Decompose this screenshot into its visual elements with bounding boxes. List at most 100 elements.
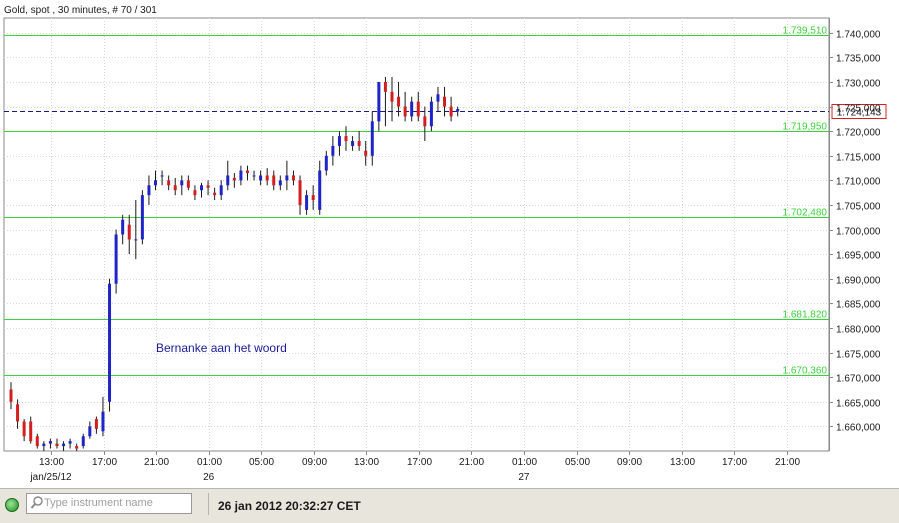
- candle[interactable]: [186, 175, 190, 191]
- candle-body: [252, 175, 256, 177]
- candle[interactable]: [140, 190, 144, 245]
- candle[interactable]: [305, 190, 309, 215]
- candle[interactable]: [219, 180, 223, 201]
- candle[interactable]: [364, 141, 368, 166]
- candle[interactable]: [121, 214, 125, 245]
- candle-body: [449, 106, 453, 117]
- candle[interactable]: [278, 175, 282, 191]
- candle[interactable]: [239, 165, 243, 186]
- candle[interactable]: [344, 126, 348, 151]
- connection-status-icon[interactable]: [5, 498, 19, 512]
- candle-body: [397, 96, 401, 107]
- candle[interactable]: [390, 77, 394, 122]
- search-icon: [30, 496, 43, 509]
- x-tick-label: 05:00: [249, 457, 274, 468]
- candle[interactable]: [449, 96, 453, 122]
- x-tick-label: 01:00: [197, 457, 222, 468]
- candle[interactable]: [311, 185, 315, 210]
- candle-body: [9, 389, 13, 402]
- candle[interactable]: [377, 81, 381, 132]
- candle[interactable]: [127, 214, 131, 255]
- horizontal-level-label: 1.719,950: [783, 122, 828, 133]
- y-tick-label: 1.710,000: [836, 177, 881, 188]
- candle[interactable]: [206, 180, 210, 196]
- instrument-search-input[interactable]: [44, 495, 188, 511]
- candle[interactable]: [81, 433, 85, 449]
- candle[interactable]: [42, 441, 46, 451]
- current-price-box: [831, 104, 887, 119]
- candle[interactable]: [167, 175, 171, 191]
- candle[interactable]: [337, 131, 341, 156]
- candle[interactable]: [62, 441, 66, 451]
- candle[interactable]: [16, 399, 20, 429]
- candle-body: [298, 180, 302, 205]
- candle[interactable]: [436, 86, 440, 112]
- candle[interactable]: [55, 438, 59, 449]
- candle[interactable]: [410, 96, 414, 122]
- x-tick-label: 17:00: [407, 457, 432, 468]
- candle[interactable]: [35, 433, 39, 449]
- candle[interactable]: [443, 86, 447, 117]
- candle-body: [337, 136, 341, 146]
- candle[interactable]: [285, 160, 289, 191]
- candle[interactable]: [265, 168, 269, 186]
- candle-body: [265, 175, 269, 181]
- candle-body: [390, 91, 394, 102]
- horizontal-level-label: 1.739,510: [783, 26, 828, 37]
- chart[interactable]: 1.739,510 1.719,950 1.702,480 1.681,820 1.67…: [0, 0, 899, 488]
- candle[interactable]: [351, 136, 355, 151]
- instrument-search-box[interactable]: [26, 493, 192, 514]
- candle[interactable]: [226, 160, 230, 191]
- candle[interactable]: [22, 419, 26, 442]
- candle[interactable]: [94, 416, 98, 434]
- candle[interactable]: [259, 170, 263, 186]
- candle-body: [291, 175, 295, 181]
- candle[interactable]: [357, 131, 361, 151]
- candle[interactable]: [154, 170, 158, 191]
- candle[interactable]: [331, 136, 335, 166]
- candle[interactable]: [108, 278, 112, 412]
- candle[interactable]: [199, 182, 203, 198]
- candle[interactable]: [456, 106, 460, 117]
- candle[interactable]: [48, 438, 52, 449]
- candle[interactable]: [291, 170, 295, 186]
- candle[interactable]: [429, 96, 433, 132]
- candle[interactable]: [29, 416, 33, 444]
- candle[interactable]: [383, 77, 387, 127]
- candle[interactable]: [272, 170, 276, 191]
- candle[interactable]: [318, 160, 322, 215]
- candle-body: [305, 195, 309, 210]
- status-datetime: 26 jan 2012 20:32:27 CET: [218, 499, 361, 513]
- candle[interactable]: [88, 421, 92, 439]
- candle[interactable]: [173, 177, 177, 196]
- candle[interactable]: [193, 185, 197, 201]
- candle[interactable]: [232, 172, 236, 188]
- candle[interactable]: [160, 170, 164, 186]
- candle[interactable]: [101, 396, 105, 437]
- candle-body: [167, 180, 171, 186]
- candle[interactable]: [403, 91, 407, 122]
- candle[interactable]: [68, 438, 72, 449]
- candle[interactable]: [324, 150, 328, 176]
- horizontal-level-label: 1.702,480: [783, 208, 828, 219]
- candle-body: [226, 175, 230, 186]
- candle[interactable]: [213, 187, 217, 201]
- candle-body: [416, 101, 420, 117]
- candle[interactable]: [423, 106, 427, 142]
- candle[interactable]: [397, 81, 401, 117]
- candle[interactable]: [298, 175, 302, 215]
- candle[interactable]: [114, 229, 118, 294]
- candle[interactable]: [245, 165, 249, 181]
- candle[interactable]: [416, 91, 420, 122]
- candle[interactable]: [9, 382, 13, 410]
- candle[interactable]: [147, 175, 151, 205]
- candle[interactable]: [134, 200, 138, 260]
- candle[interactable]: [180, 175, 184, 196]
- candle-body: [199, 185, 203, 191]
- candle[interactable]: [370, 111, 374, 166]
- candle-body: [239, 170, 243, 181]
- candle[interactable]: [252, 170, 256, 181]
- x-tick-label: 21:00: [775, 457, 800, 468]
- candle[interactable]: [75, 443, 79, 451]
- candle-body: [55, 443, 59, 447]
